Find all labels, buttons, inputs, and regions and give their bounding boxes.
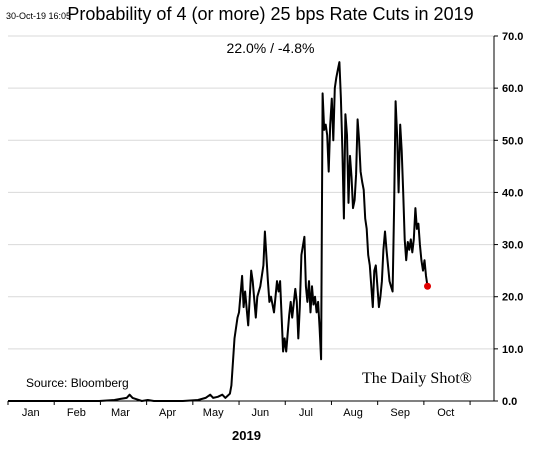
x-ticks: Jan Feb Mar Apr May Jun Jul Aug Sep Oct [7, 401, 471, 419]
brand-logo: The Daily Shot® [362, 370, 472, 387]
chart-subtitle: 22.0% / -4.8% [226, 40, 315, 56]
x-tick-label: Feb [67, 407, 86, 419]
y-tick-label: 40.0 [502, 187, 523, 199]
x-tick-label: Aug [343, 407, 363, 419]
x-tick-label: Mar [111, 407, 130, 419]
y-tick-label: 70.0 [502, 31, 523, 43]
source-note: Source: Bloomberg [26, 376, 129, 390]
chart-title: Probability of 4 (or more) 25 bps Rate C… [67, 4, 474, 24]
x-tick-label: Jan [22, 407, 40, 419]
x-tick-label: Jul [299, 407, 313, 419]
y-tick-label: 60.0 [502, 83, 523, 95]
x-tick-label: Apr [159, 407, 176, 419]
last-point-marker [424, 282, 432, 290]
y-tick-label: 0.0 [502, 396, 517, 408]
y-tick-label: 10.0 [502, 344, 523, 356]
x-tick-label: May [203, 407, 224, 419]
x-tick-label: Jun [251, 407, 269, 419]
y-tick-label: 20.0 [502, 292, 523, 304]
y-ticks: 0.0 10.0 20.0 30.0 40.0 50.0 60.0 70.0 [494, 31, 523, 408]
axes [8, 36, 495, 402]
x-tick-label: Sep [390, 407, 410, 419]
series-line [8, 61, 429, 402]
x-axis-label: 2019 [232, 428, 261, 443]
gridlines [8, 35, 494, 350]
y-tick-label: 30.0 [502, 240, 523, 252]
y-tick-label: 50.0 [502, 135, 523, 147]
x-tick-label: Oct [437, 407, 454, 419]
timestamp: 30-Oct-19 16:05 [6, 11, 72, 21]
